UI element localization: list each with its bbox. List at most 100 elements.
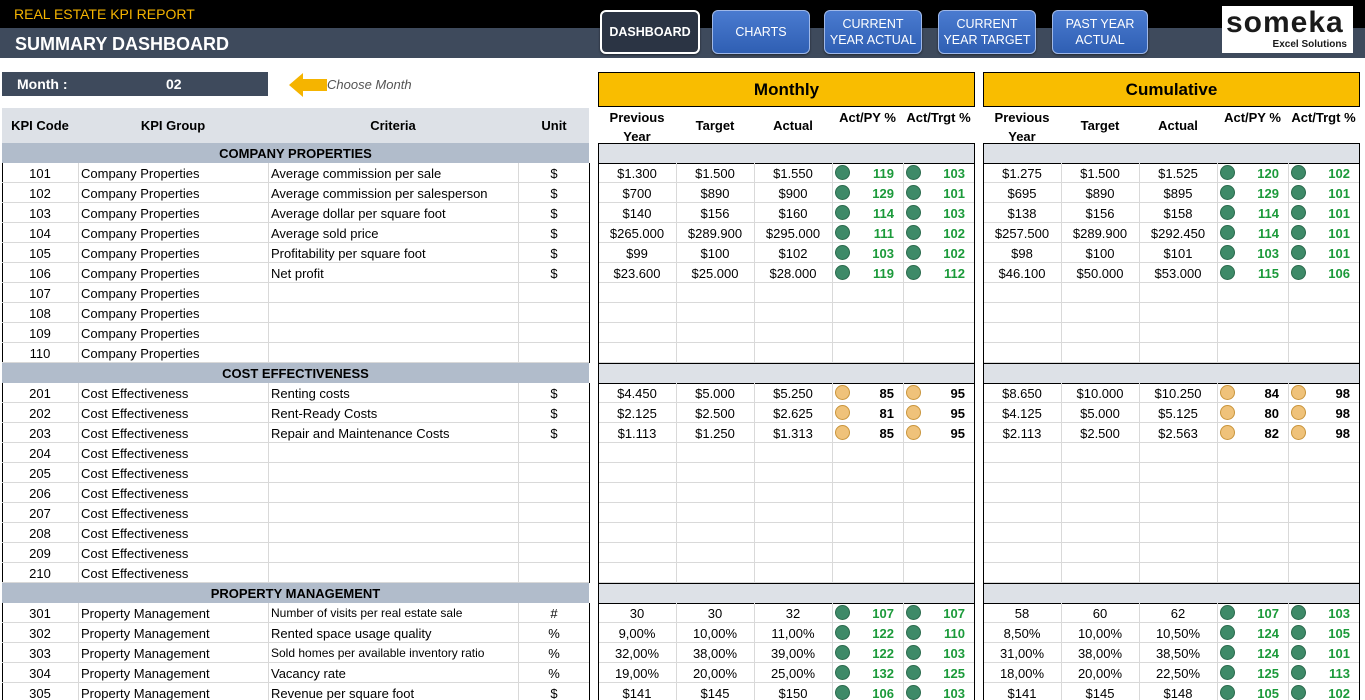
cumulative-row-divider <box>984 502 1359 503</box>
monthly-col-divider <box>832 523 833 543</box>
cumulative-col-divider <box>1139 663 1140 683</box>
cumulative-col-divider <box>1217 243 1218 263</box>
row-divider <box>2 642 589 643</box>
col-header-criteria: Criteria <box>370 118 416 133</box>
monthly-col-divider <box>903 163 904 183</box>
status-green-dot-icon <box>1291 605 1306 620</box>
cumulative-col-divider <box>1139 683 1140 700</box>
monthly-col-divider <box>754 623 755 643</box>
monthly-col-divider <box>754 643 755 663</box>
cumulative-col-divider <box>1061 643 1062 663</box>
cumulative-prev-value: $138 <box>1007 206 1037 221</box>
cumulative-tg-percent: 101 <box>1328 646 1350 661</box>
cumulative-col-divider <box>1139 163 1140 183</box>
kpi-group: Cost Effectiveness <box>81 426 189 441</box>
monthly-prev-value: 30 <box>629 606 645 621</box>
nav-charts-button[interactable]: CHARTS <box>712 10 810 54</box>
cumulative-col-divider <box>1061 523 1062 543</box>
monthly-col-divider <box>903 523 904 543</box>
monthly-col-divider <box>754 263 755 283</box>
kpi-criteria: Net profit <box>271 266 324 281</box>
kpi-code: 303 <box>29 646 51 661</box>
monthly-prev-value: $1.300 <box>617 166 657 181</box>
status-yellow-dot-icon <box>1220 385 1235 400</box>
kpi-code: 102 <box>29 186 51 201</box>
section-title: COMPANY PROPERTIES <box>219 146 372 161</box>
col-header-kpi-group: KPI Group <box>140 118 206 133</box>
monthly-col-divider <box>754 203 755 223</box>
monthly-col-divider <box>832 443 833 463</box>
cumulative-col-divider <box>1217 283 1218 303</box>
month-value[interactable]: 02 <box>166 76 182 92</box>
cumulative-col-divider <box>1139 543 1140 563</box>
monthly-col-divider <box>903 403 904 423</box>
kpi-group: Property Management <box>81 686 210 700</box>
kpi-code: 203 <box>29 426 51 441</box>
kpi-code: 304 <box>29 666 51 681</box>
cumulative-col-divider <box>1139 443 1140 463</box>
kpi-group: Cost Effectiveness <box>81 546 189 561</box>
monthly-col-divider <box>754 563 755 583</box>
nav-current-year-target-button[interactable]: CURRENT YEAR TARGET <box>938 10 1036 54</box>
cumulative-col-divider <box>1139 403 1140 423</box>
cumulative-tg-percent: 103 <box>1328 606 1350 621</box>
cumulative-actual-value: $148 <box>1163 686 1193 700</box>
row-divider <box>2 422 589 423</box>
cumulative-col-divider <box>1217 203 1218 223</box>
cumulative-py-percent: 125 <box>1257 666 1279 681</box>
cumulative-target-value: 60 <box>1092 606 1108 621</box>
kpi-code: 208 <box>29 526 51 541</box>
row-divider <box>2 502 589 503</box>
monthly-actual-value: $5.250 <box>773 386 813 401</box>
month-selector[interactable]: Month : 02 <box>2 72 268 96</box>
cumulative-row-divider <box>984 202 1359 203</box>
monthly-tg-percent: 112 <box>944 266 965 281</box>
status-green-dot-icon <box>1291 245 1306 260</box>
nav-dashboard-button[interactable]: DASHBOARD <box>600 10 700 54</box>
monthly-col-header-prev: Previous Year <box>609 110 665 144</box>
kpi-group: Company Properties <box>81 266 200 281</box>
nav-current-year-actual-button[interactable]: CURRENT YEAR ACTUAL <box>824 10 922 54</box>
monthly-col-divider <box>676 463 677 483</box>
status-yellow-dot-icon <box>1291 425 1306 440</box>
cumulative-py-percent: 120 <box>1257 166 1279 181</box>
monthly-section-band <box>598 143 975 163</box>
cumulative-row-divider <box>984 222 1359 223</box>
monthly-row-divider <box>599 482 974 483</box>
monthly-col-divider <box>754 603 755 623</box>
row-divider <box>2 462 589 463</box>
cumulative-col-header-py: Act/PY % <box>1224 110 1281 125</box>
cumulative-py-percent: 114 <box>1258 226 1279 241</box>
kpi-code: 110 <box>29 346 51 361</box>
cumulative-col-divider <box>1061 463 1062 483</box>
monthly-col-divider <box>832 623 833 643</box>
cumulative-col-divider <box>1288 643 1289 663</box>
monthly-col-divider <box>832 203 833 223</box>
report-title: REAL ESTATE KPI REPORT <box>14 6 195 22</box>
kpi-group: Property Management <box>81 666 210 681</box>
kpi-unit: # <box>550 606 558 621</box>
status-green-dot-icon <box>906 625 921 640</box>
cumulative-prev-value: $46.100 <box>998 266 1046 281</box>
kpi-unit: $ <box>550 406 558 421</box>
kpi-criteria: Average commission per salesperson <box>271 186 488 201</box>
monthly-col-divider <box>754 423 755 443</box>
status-yellow-dot-icon <box>1220 425 1235 440</box>
monthly-col-divider <box>903 303 904 323</box>
monthly-col-divider <box>754 503 755 523</box>
cumulative-col-divider <box>1139 303 1140 323</box>
monthly-col-divider <box>754 663 755 683</box>
monthly-row-divider <box>599 222 974 223</box>
status-green-dot-icon <box>835 245 850 260</box>
cumulative-actual-value: $1.525 <box>1158 166 1198 181</box>
cumulative-col-divider <box>1061 223 1062 243</box>
monthly-col-divider <box>832 163 833 183</box>
row-divider <box>2 682 589 683</box>
cumulative-target-value: $145 <box>1085 686 1115 700</box>
cumulative-tg-percent: 101 <box>1328 246 1350 261</box>
nav-past-year-actual-button[interactable]: PAST YEAR ACTUAL <box>1052 10 1148 54</box>
monthly-py-percent: 111 <box>873 226 894 241</box>
monthly-row-divider <box>599 522 974 523</box>
col-header-kpi-code: KPI Code <box>11 118 69 133</box>
